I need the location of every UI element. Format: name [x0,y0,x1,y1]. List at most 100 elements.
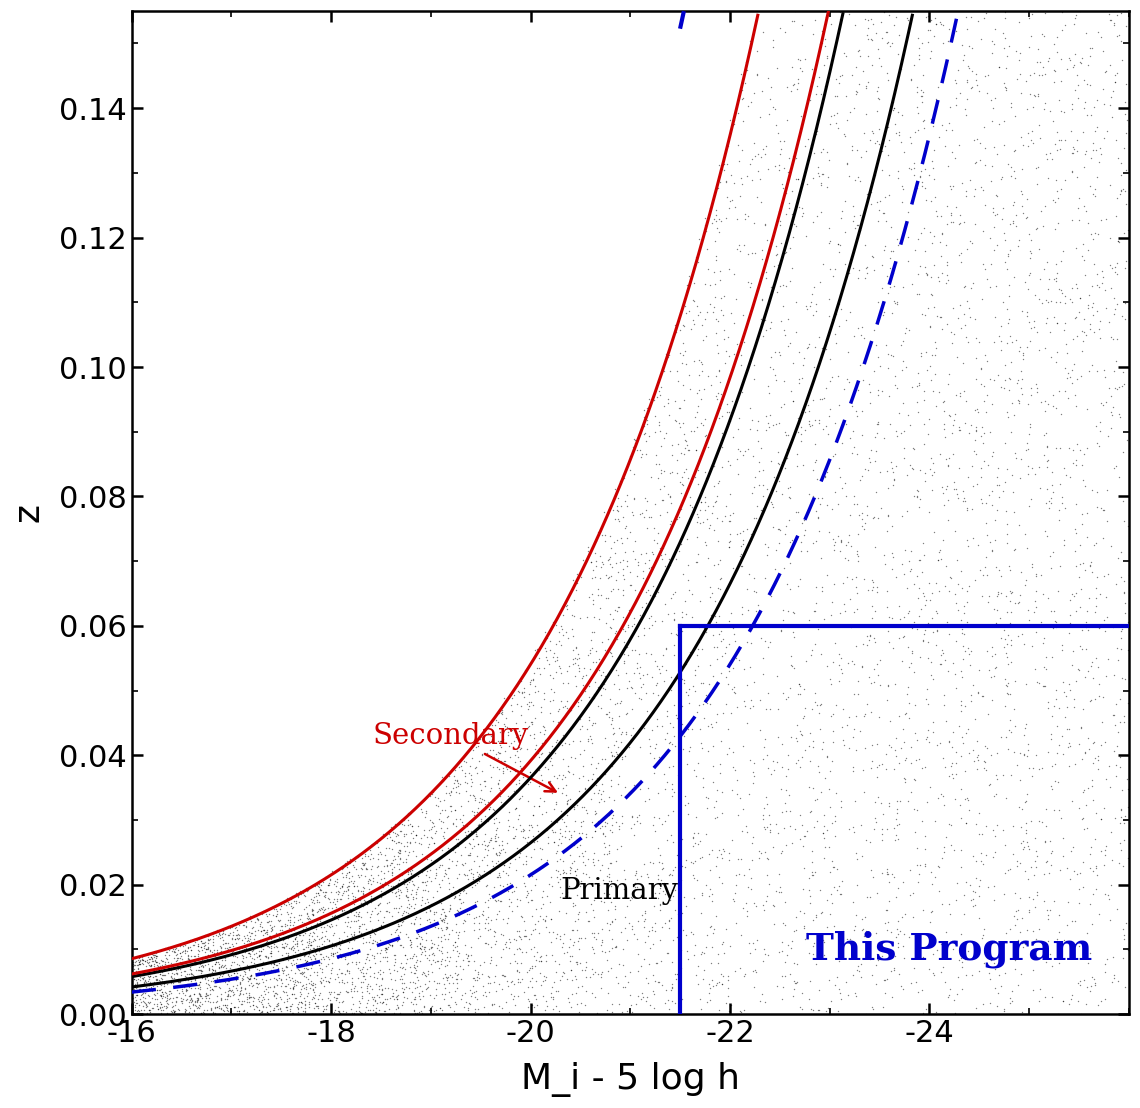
Point [865,673,884,690]
Point [925,463,943,481]
Point [113,994,131,1012]
Point [360,883,378,901]
Point [853,427,871,444]
Point [149,963,168,981]
Point [653,491,671,509]
Point [207,953,226,971]
Point [329,968,348,986]
Point [336,983,355,1001]
Point [667,965,685,983]
Point [481,782,499,800]
Point [591,546,609,564]
Point [787,197,805,215]
Point [617,726,635,743]
Point [140,953,158,971]
Point [168,964,186,982]
Point [930,383,948,401]
Point [545,644,563,661]
Point [227,962,245,979]
Point [967,999,985,1017]
Point [780,512,798,530]
Point [1082,691,1100,709]
Point [394,828,413,845]
Point [109,985,128,1003]
Point [564,650,583,668]
Point [972,687,991,705]
Point [79,991,97,1008]
Point [658,707,676,725]
Point [832,885,850,903]
Point [360,929,378,946]
Point [967,370,985,388]
Point [446,882,464,900]
Point [950,421,968,439]
Point [739,676,757,694]
Point [845,603,863,620]
Point [548,852,567,870]
Point [604,726,622,743]
Point [669,620,687,638]
Point [1056,320,1074,338]
Point [775,160,793,177]
Point [467,893,486,911]
Point [756,145,774,163]
Point [117,998,136,1016]
Point [885,471,903,489]
Point [152,952,170,970]
Point [380,978,398,996]
Point [563,922,581,940]
Point [911,373,929,391]
Point [538,888,556,905]
Point [543,878,561,895]
Point [186,955,204,973]
Point [710,410,728,428]
Point [508,922,527,940]
Point [699,742,717,760]
Point [562,825,580,843]
Point [100,975,119,993]
Point [947,552,966,570]
Point [741,699,759,717]
Point [212,1001,230,1018]
Point [456,838,474,855]
Point [577,865,595,883]
Point [466,739,484,757]
Point [1001,592,1019,609]
Point [774,276,792,294]
Point [160,991,178,1008]
Point [319,989,337,1007]
Point [446,964,464,982]
Point [685,422,703,440]
Point [967,869,985,886]
Point [105,968,123,986]
Point [1000,287,1018,305]
Point [1106,65,1124,83]
Point [511,807,529,824]
Point [101,965,120,983]
Point [506,729,524,747]
Point [178,982,196,999]
Point [421,787,439,804]
Point [506,821,524,839]
Point [733,82,751,100]
Point [156,983,174,1001]
Point [315,971,333,988]
Point [890,27,909,44]
Point [969,536,987,554]
Point [426,796,445,813]
Point [259,950,277,967]
Point [545,973,563,991]
Point [959,943,977,961]
Point [445,890,463,907]
Point [927,16,945,33]
Point [685,936,703,954]
Point [150,975,169,993]
Point [988,817,1007,834]
Point [310,956,328,974]
Point [1015,746,1033,763]
Point [394,817,413,834]
Point [960,645,978,663]
Point [308,997,326,1015]
Point [563,572,581,589]
Point [1024,891,1042,909]
